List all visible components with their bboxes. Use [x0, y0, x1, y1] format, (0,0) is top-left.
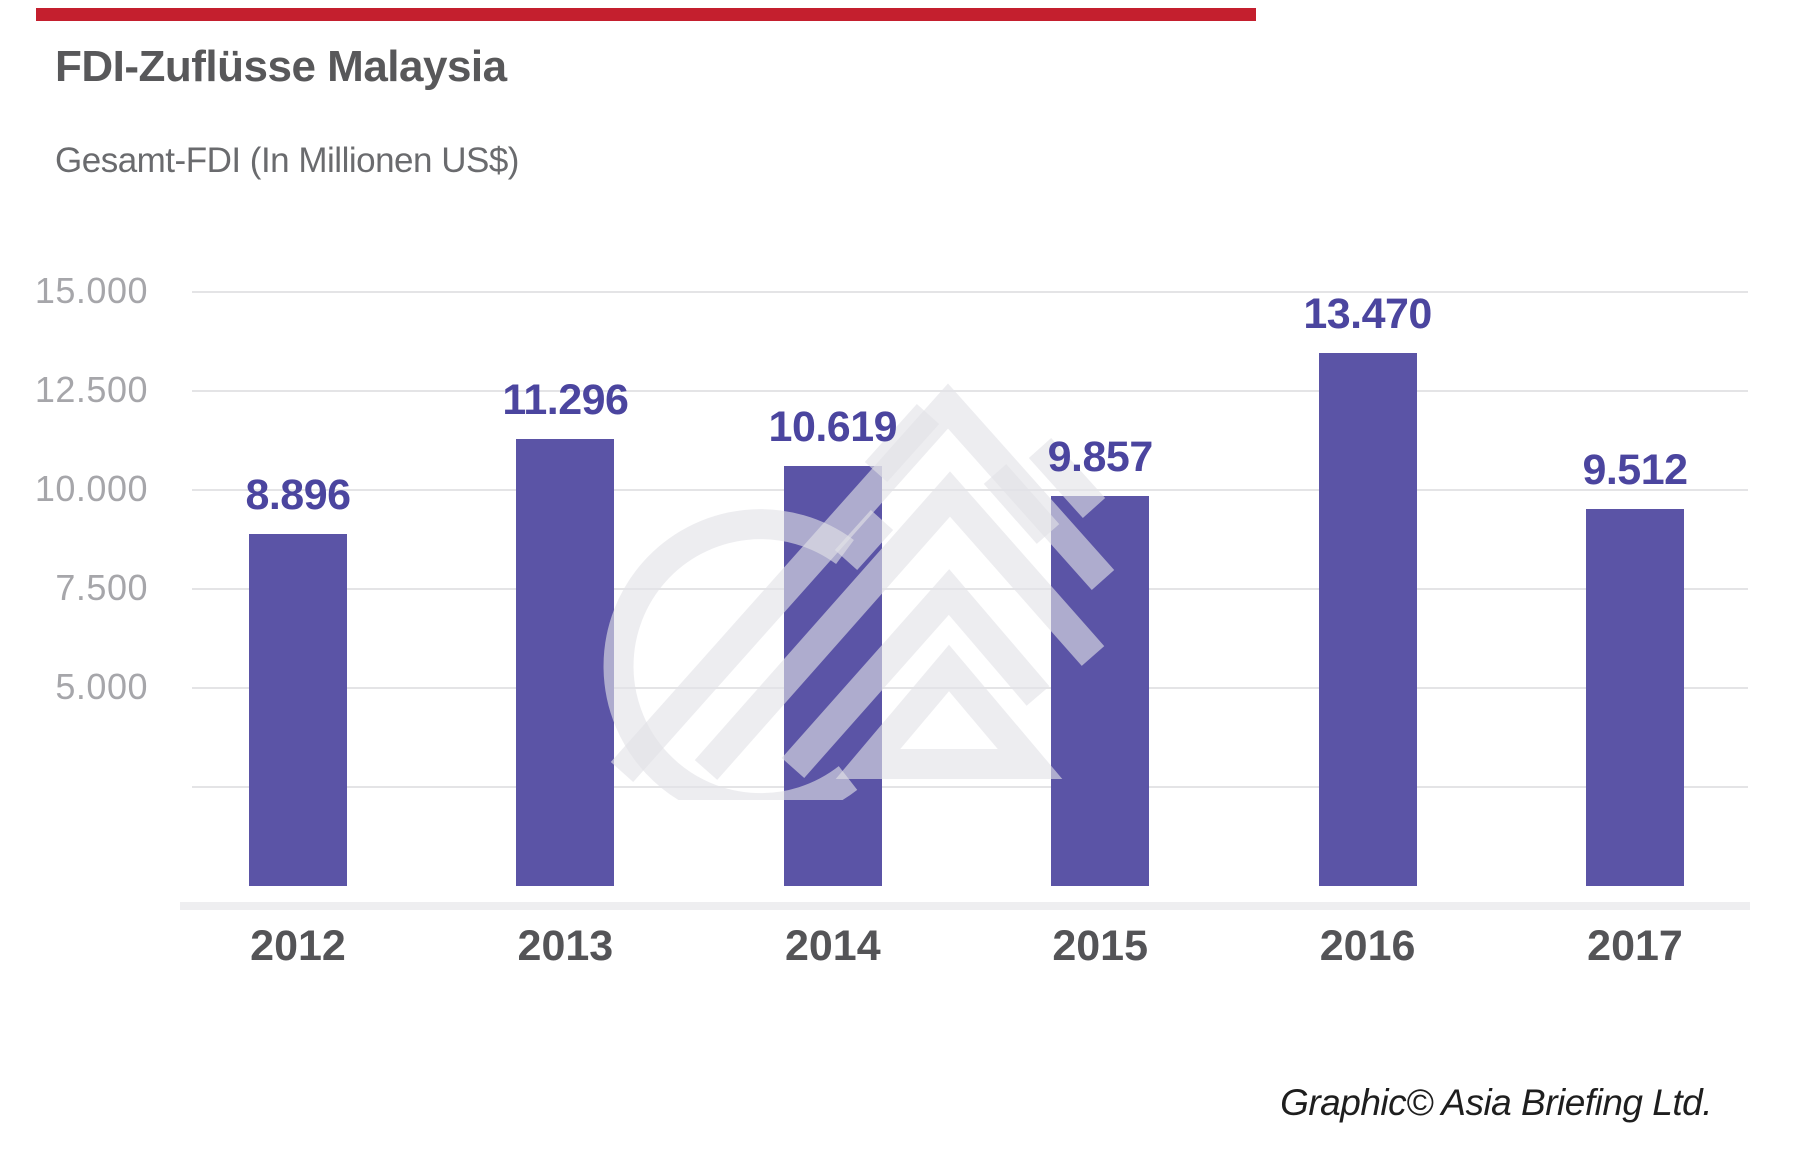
bar-value-label-2013: 11.296 — [502, 375, 629, 424]
bar-2013 — [516, 438, 615, 886]
x-tick-label-2013: 2013 — [517, 922, 614, 970]
chart-subtitle: Gesamt-FDI (In Millionen US$) — [55, 141, 519, 180]
y-tick-label: 5.000 — [55, 666, 148, 707]
bar-value-label-2017: 9.512 — [1582, 446, 1688, 495]
gridline-2500 — [192, 786, 1748, 788]
bar-value-label-2016: 13.470 — [1303, 289, 1432, 338]
y-axis: 5.000 7.500 10.000 12.500 15.000 — [0, 270, 148, 886]
x-tick-label-2017: 2017 — [1587, 922, 1683, 970]
bar-2016 — [1318, 352, 1417, 886]
bar-2014 — [783, 465, 882, 886]
gridline-5000 — [192, 687, 1748, 689]
x-tick-label-2016: 2016 — [1319, 922, 1416, 970]
plot-area: 8.896 11.296 10.619 9.857 13.470 9.512 — [192, 289, 1748, 886]
x-tick-label-2014: 2014 — [784, 922, 881, 970]
y-tick-label: 7.500 — [55, 567, 148, 608]
header-accent-bar — [36, 8, 1256, 21]
bar-value-label-2014: 10.619 — [768, 402, 898, 451]
x-tick-label-2012: 2012 — [250, 922, 346, 970]
y-tick-label: 10.000 — [34, 468, 148, 509]
gridline-7500 — [192, 588, 1748, 590]
bar-2017 — [1586, 509, 1684, 886]
bar-2012 — [249, 533, 347, 886]
x-axis: 2012 2013 2014 2015 2016 2017 — [0, 922, 1800, 972]
bar-2015 — [1051, 495, 1150, 886]
y-tick-label: 15.000 — [34, 270, 148, 311]
credit-text: Graphic© Asia Briefing Ltd. — [1280, 1082, 1712, 1123]
bar-value-label-2015: 9.857 — [1047, 432, 1154, 481]
y-tick-label: 12.500 — [34, 369, 148, 410]
chart-title: FDI-Zuflüsse Malaysia — [55, 42, 507, 91]
x-tick-label-2015: 2015 — [1052, 922, 1149, 970]
bar-value-label-2012: 8.896 — [245, 470, 351, 519]
x-axis-baseline — [180, 902, 1750, 910]
gridline-15000 — [192, 291, 1748, 293]
